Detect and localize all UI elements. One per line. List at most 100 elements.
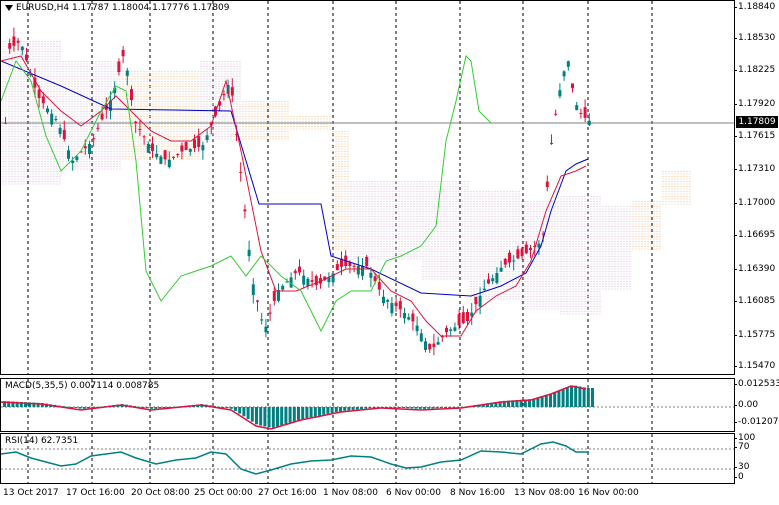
macd-bar (427, 407, 431, 409)
candle-body (281, 285, 285, 290)
candle-body (524, 244, 528, 254)
candle-body (440, 336, 444, 338)
candle-body (377, 282, 381, 290)
candle-body (394, 302, 398, 307)
candle-body (424, 341, 427, 350)
candle-body (88, 144, 91, 155)
candle-body (331, 273, 335, 283)
macd-bar (292, 407, 296, 422)
macd-bar (309, 407, 313, 418)
candle-body (134, 121, 138, 123)
macd-bar (242, 407, 246, 417)
candle-body (272, 290, 276, 301)
candle-body (197, 136, 201, 147)
candle-body (407, 317, 411, 320)
macd-bar (158, 407, 162, 409)
macd-bar (355, 407, 359, 410)
price-axis: 1.18840 1.18530 1.18225 1.17920 1.17615 1.173… (733, 0, 779, 375)
candle-body (575, 105, 579, 111)
candle-body (125, 70, 129, 76)
candle-body (41, 96, 45, 104)
candle-body (117, 61, 121, 72)
candle-body (520, 248, 524, 257)
candle-body (323, 276, 327, 281)
dropdown-triangle-icon[interactable] (5, 4, 13, 11)
candle-body (529, 248, 532, 250)
macd-bar (498, 401, 502, 407)
macd-bar (19, 401, 23, 407)
candle-body (306, 278, 310, 287)
rsi-title: RSI(14) 62.7351 (5, 436, 79, 446)
price-tick-label: 1.17310 (733, 164, 776, 174)
price-tick-label: 1.18530 (733, 33, 776, 43)
candle-body (142, 136, 146, 138)
macd-bar (225, 407, 229, 409)
candle-body (482, 288, 486, 291)
candle-body (335, 264, 339, 271)
macd-bar (557, 390, 561, 407)
candle-body (155, 153, 159, 158)
candle-body (302, 275, 306, 285)
candle-body (558, 90, 562, 97)
macd-bar (271, 407, 275, 428)
price-chart-area[interactable]: EURUSD,H4 1.17787 1.18004 1.17776 1.1780… (0, 0, 735, 375)
macd-bar (234, 407, 237, 411)
candle-body (583, 107, 587, 118)
candle-body (386, 299, 390, 302)
candle-body (12, 36, 16, 46)
kijun-line (1, 60, 589, 297)
candle-body (172, 156, 175, 158)
candle-body (67, 150, 70, 159)
candle-body (373, 276, 377, 282)
price-tick-label: 1.17920 (733, 99, 776, 109)
macd-bar (74, 407, 78, 409)
candle-body (25, 54, 28, 61)
candle-body (92, 138, 96, 140)
time-label: 25 Oct 00:00 (194, 488, 253, 498)
macd-bar (267, 407, 271, 428)
candle-body (432, 343, 436, 347)
macd-bar (532, 398, 536, 407)
candle-body (260, 319, 264, 321)
candle-body (352, 265, 356, 267)
macd-bar (578, 386, 582, 407)
candle-body (478, 295, 482, 307)
current-price-badge: 1.17809 (736, 116, 778, 128)
macd-bar (519, 399, 523, 407)
macd-bar (414, 407, 418, 409)
macd-bar (372, 407, 376, 408)
candle-body (516, 249, 520, 259)
candle-body (251, 284, 255, 296)
macd-panel[interactable]: MACD(5,35,5) 0.007114 0.008785 (0, 378, 735, 432)
macd-bar (15, 401, 19, 407)
macd-bar (368, 407, 372, 409)
macd-signal-line (1, 385, 587, 430)
candle-body (457, 314, 461, 326)
macd-canvas (1, 379, 734, 431)
macd-bar (406, 407, 410, 409)
candle-body (167, 159, 171, 168)
candle-body (163, 150, 167, 160)
price-chart-canvas[interactable] (1, 1, 735, 375)
rsi-line (1, 441, 589, 475)
candle-body (289, 277, 293, 288)
candle-body (327, 276, 331, 283)
time-label: 1 Nov 08:00 (323, 488, 378, 498)
rsi-panel[interactable]: RSI(14) 62.7351 (0, 433, 735, 484)
macd-bar (276, 407, 279, 427)
macd-bar (150, 407, 153, 409)
macd-bar (318, 407, 321, 416)
candle-body (365, 256, 369, 266)
macd-bar (313, 407, 317, 417)
candle-body (419, 333, 423, 342)
candle-body (83, 146, 87, 149)
macd-bar (435, 407, 439, 409)
macd-bar (389, 407, 393, 408)
candle-body (79, 151, 83, 153)
candle-body (415, 325, 419, 332)
candle-body (461, 312, 465, 324)
candle-body (382, 296, 385, 304)
macd-bar (448, 407, 452, 408)
candle-body (29, 74, 33, 76)
candle-body (571, 83, 574, 89)
